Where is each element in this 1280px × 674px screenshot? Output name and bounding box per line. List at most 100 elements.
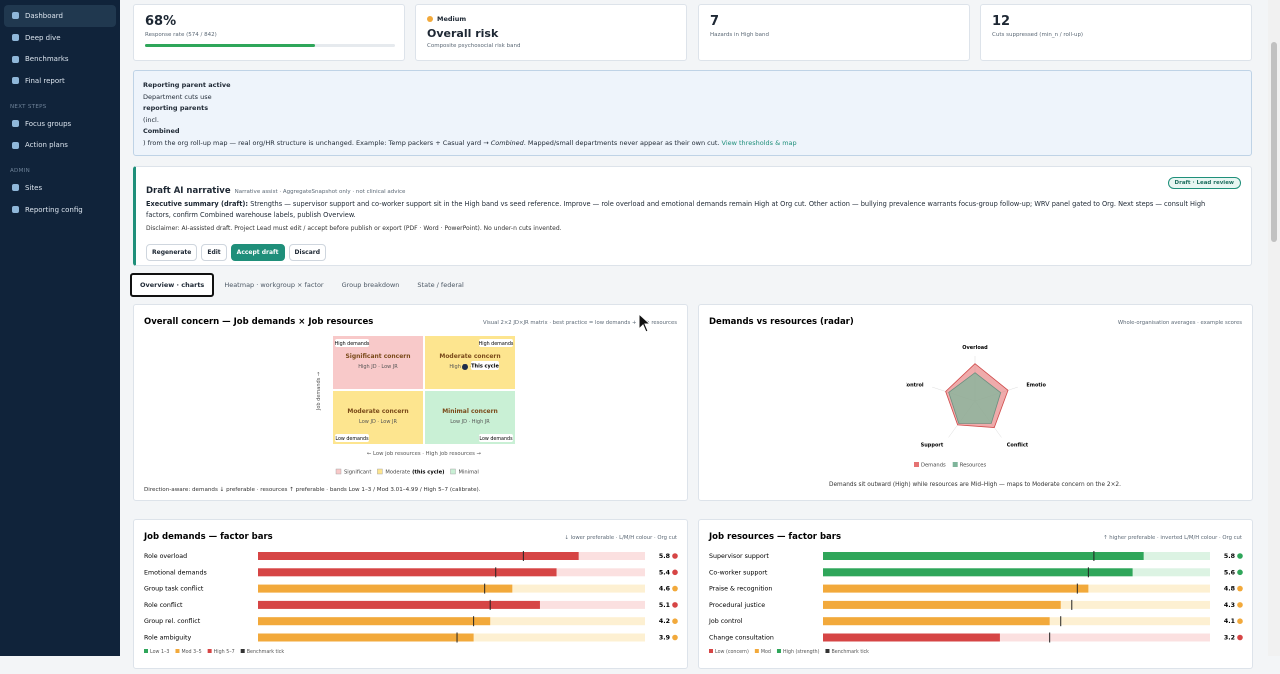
band-dot xyxy=(1237,602,1243,608)
factor-svg: Job resources — factor bars ↑ higher pref… xyxy=(708,532,1243,655)
nav-item[interactable]: Reporting config xyxy=(4,199,116,221)
legend-swatch xyxy=(240,649,245,653)
nav-item[interactable]: Final report xyxy=(4,70,116,92)
legend-label: Benchmark tick xyxy=(831,649,869,655)
nav-icon xyxy=(12,34,19,42)
matrix-card: Overall concern — Job demands × Job reso… xyxy=(133,304,688,501)
legend-label: Moderate xyxy=(385,470,410,476)
nav-icon xyxy=(12,77,19,85)
bar xyxy=(258,568,557,577)
bar xyxy=(258,600,540,609)
factor-label: Change consultation xyxy=(709,635,774,642)
quadrant-sub: Low JD · High JR xyxy=(450,419,490,425)
quadrant-sub: High JD · High JR xyxy=(449,364,491,370)
badge-dot xyxy=(427,16,433,22)
legend-swatch xyxy=(952,462,958,467)
corner-label: High demands xyxy=(335,341,370,347)
narrative-button[interactable]: Accept draft xyxy=(230,244,285,261)
bar xyxy=(258,552,579,560)
kpi-value: Overall risk xyxy=(427,27,499,40)
corner-chip xyxy=(335,339,369,347)
scroll-thumb[interactable] xyxy=(1271,42,1277,242)
card-note: Whole-organisation averages · example sc… xyxy=(1118,320,1242,326)
band-dot xyxy=(1237,553,1243,559)
card-note: Visual 2×2 JD×JR matrix · best practice … xyxy=(483,320,677,326)
nav-icon xyxy=(12,206,19,214)
notice-line: Reporting parent active xyxy=(143,81,231,89)
legend-swatch xyxy=(825,649,830,653)
nav-label: Sites xyxy=(25,183,43,192)
card-title: Overall concern — Job demands × Job reso… xyxy=(144,317,373,327)
nav-label: Benchmarks xyxy=(25,55,69,64)
nav-icon xyxy=(12,120,19,128)
radar-axis-label: Control xyxy=(903,382,924,388)
legend-extra: (this cycle) xyxy=(412,470,444,476)
factor-label: Praise & recognition xyxy=(709,586,772,593)
quadrant-sub: High JD · Low JR xyxy=(358,364,398,370)
band-dot xyxy=(1237,585,1243,592)
nav-section-title: INSIGHTS xyxy=(4,0,116,5)
summary-label: Executive summary (draft): xyxy=(146,200,249,208)
value-label: 3.2 xyxy=(1224,635,1235,642)
notice-line: (incl. xyxy=(143,115,159,124)
factor-svg: Job demands — factor bars ↓ lower prefera… xyxy=(143,532,678,655)
scrollbar[interactable] xyxy=(1268,0,1280,656)
bar xyxy=(258,584,513,593)
matrix-svg: Overall concern — Job demands × Job reso… xyxy=(144,317,677,493)
nav-item[interactable]: Benchmarks xyxy=(4,48,116,70)
marker-chip xyxy=(471,361,499,370)
legend-label: Demands xyxy=(921,463,946,469)
radar-axis-label: Conflict xyxy=(1007,443,1029,449)
nav-item[interactable]: Focus groups xyxy=(4,113,116,135)
bar xyxy=(823,568,1133,577)
radar-axis-label: Support xyxy=(921,443,944,449)
narrative-button[interactable]: Regenerate xyxy=(146,244,198,261)
corner-chip xyxy=(479,339,513,347)
kpi-caption: Response rate (574 / 842) xyxy=(145,32,217,38)
nav-item[interactable]: Dashboard xyxy=(4,5,116,27)
y-axis-label: Job demands → xyxy=(316,372,322,411)
value-label: 4.3 xyxy=(1224,602,1235,609)
notice-line: Department cuts use xyxy=(143,92,212,101)
legend-label: Benchmark tick xyxy=(247,649,285,655)
kpi-card: Medium Overall risk Composite psychosocial… xyxy=(415,4,687,61)
radar-card: Demands vs resources (radar) Whole-organi… xyxy=(698,304,1253,501)
narrative-button[interactable]: Discard xyxy=(288,244,326,261)
tab[interactable]: State / federal xyxy=(417,281,464,289)
tab[interactable]: Heatmap · workgroup × factor xyxy=(224,281,324,289)
bar-track xyxy=(823,633,1210,642)
corner-chip xyxy=(479,434,513,442)
radar-svg: Demands vs resources (radar) Whole-organi… xyxy=(709,317,1242,488)
notice-link[interactable]: View thresholds & map xyxy=(721,138,797,147)
nav-item[interactable]: Deep dive xyxy=(4,27,116,49)
radar-caption: Demands sit outward (High) while resourc… xyxy=(829,482,1121,488)
band-dot xyxy=(672,602,678,608)
legend-swatch xyxy=(207,649,212,653)
nav-icon xyxy=(12,141,19,149)
cycle-marker xyxy=(462,364,468,370)
corner-label: High demands xyxy=(479,341,514,347)
notice-text: ) from the org roll-up map — real org/HR… xyxy=(143,138,491,147)
nav-label: Focus groups xyxy=(25,119,72,128)
marker-label: This cycle xyxy=(471,364,499,370)
narrative-disclaimer: Disclaimer: AI-assisted draft. Project L… xyxy=(146,225,562,232)
summary-text: Strengths — supervisor support and co-wo… xyxy=(146,200,1206,219)
legend-label: Mod 3–5 xyxy=(181,649,201,655)
nav-item[interactable]: Action plans xyxy=(4,134,116,156)
value-label: 5.4 xyxy=(659,569,671,576)
card-title: Job resources — factor bars xyxy=(708,532,841,542)
legend-label: Mod xyxy=(761,649,771,655)
legend-swatch xyxy=(335,468,342,475)
value-label: 4.2 xyxy=(659,618,670,625)
band-dot xyxy=(672,569,678,576)
factor-label: Emotional demands xyxy=(144,569,207,576)
tab[interactable]: Overview · charts xyxy=(130,273,215,297)
narrative-button[interactable]: Edit xyxy=(201,244,227,261)
nav-label: Dashboard xyxy=(25,11,63,20)
quadrant-title: Minimal concern xyxy=(442,408,498,415)
tab[interactable]: Group breakdown xyxy=(341,281,400,289)
narrative-header: Draft AI narrative Narrative assist · Agg… xyxy=(146,178,405,197)
legend-swatch xyxy=(450,468,456,475)
nav-item[interactable]: Sites xyxy=(4,177,116,199)
